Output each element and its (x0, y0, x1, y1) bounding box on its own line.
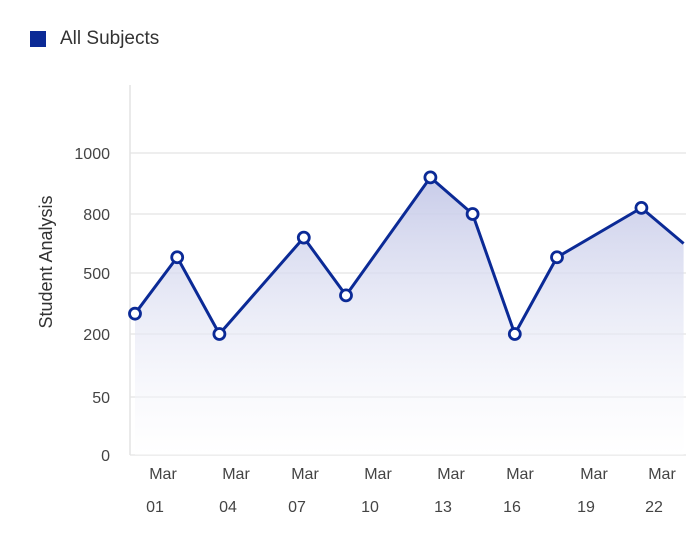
x-tick-label-month: Mar (580, 466, 608, 483)
x-tick-label-month: Mar (149, 466, 177, 483)
x-tick-label-day: 13 (434, 499, 452, 516)
x-tick-label-day: 19 (577, 499, 595, 516)
x-tick-label-day: 04 (219, 499, 237, 516)
x-tick-label-month: Mar (364, 466, 392, 483)
legend-swatch (30, 31, 46, 47)
x-tick-label-day: 10 (361, 499, 379, 516)
legend[interactable]: All Subjects (30, 28, 159, 50)
data-point[interactable] (634, 200, 649, 215)
y-tick-label: 500 (83, 266, 110, 283)
data-point[interactable] (465, 207, 480, 221)
x-tick-label-month: Mar (222, 466, 250, 483)
legend-label: All Subjects (60, 28, 160, 49)
data-point[interactable] (212, 327, 227, 341)
data-point[interactable] (550, 250, 564, 265)
y-tick-label: 0 (101, 448, 110, 465)
x-tick-label-month: Mar (506, 466, 534, 483)
data-point[interactable] (423, 170, 438, 185)
data-point[interactable] (507, 327, 522, 341)
data-point[interactable] (170, 250, 185, 265)
series-area (135, 177, 684, 455)
y-tick-label: 1000 (74, 146, 110, 163)
data-point[interactable] (339, 288, 353, 303)
x-tick-label-day: 22 (645, 499, 663, 516)
y-tick-label: 200 (83, 327, 110, 344)
x-tick-label-month: Mar (291, 466, 319, 483)
x-tick-label-month: Mar (437, 466, 465, 483)
x-tick-label-day: 01 (146, 499, 164, 516)
y-tick-label: 50 (92, 390, 110, 407)
x-tick-label-day: 07 (288, 499, 306, 516)
y-axis-title: Student Analysis (36, 195, 56, 328)
x-tick-label-month: Mar (648, 466, 676, 483)
x-tick-label-day: 16 (503, 499, 521, 516)
data-point[interactable] (128, 306, 142, 321)
data-point[interactable] (296, 230, 311, 245)
y-tick-label: 800 (83, 207, 110, 224)
